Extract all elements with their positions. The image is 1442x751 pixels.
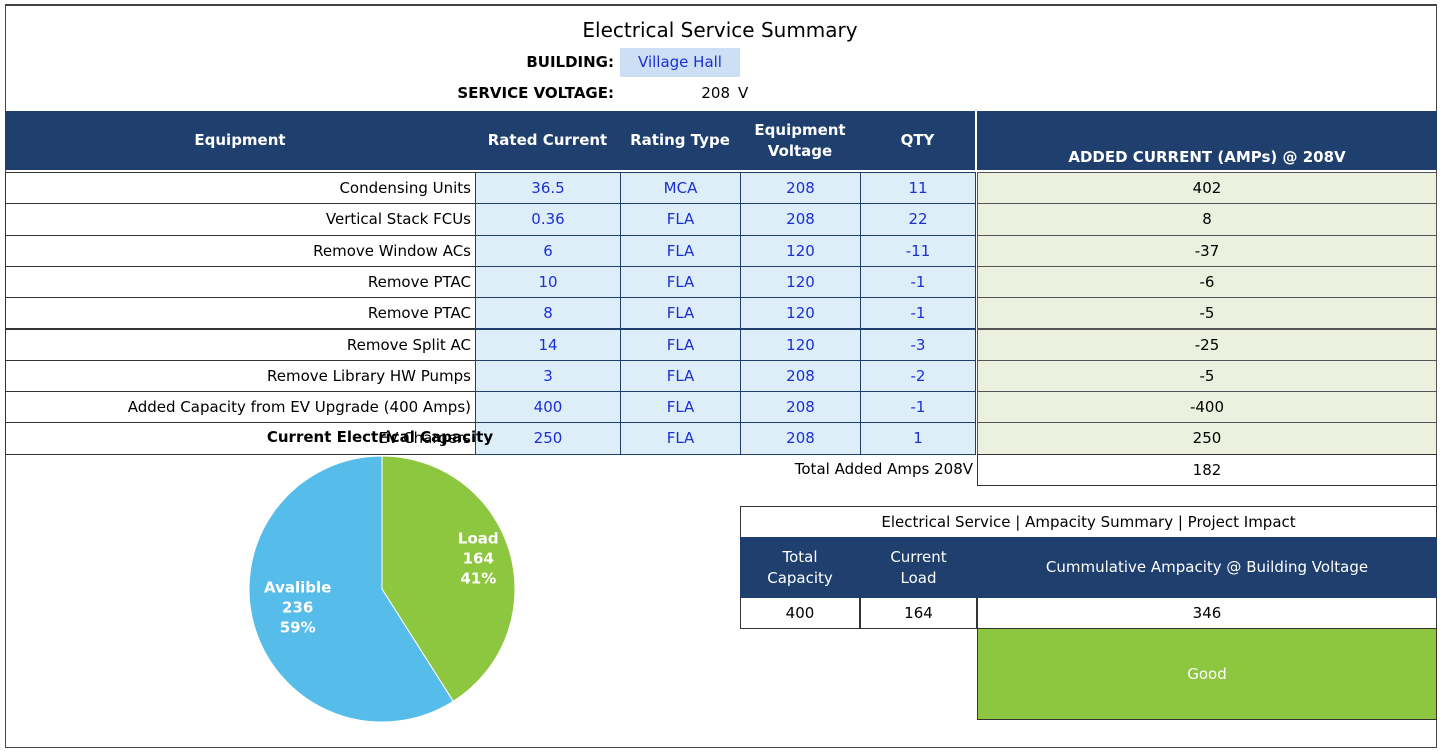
column-header: QTY bbox=[860, 111, 975, 170]
pie-slice bbox=[248, 455, 454, 723]
column-header: ADDED CURRENT (AMPs) @ 208V bbox=[977, 111, 1437, 170]
summary-value: 400 bbox=[740, 598, 860, 629]
equipment-value: 10 bbox=[475, 265, 621, 299]
summary-header: Cummulative Ampacity @ Building Voltage bbox=[977, 537, 1437, 598]
equipment-value: FLA bbox=[620, 422, 741, 455]
voltage-value: 208 bbox=[701, 84, 730, 103]
equipment-value: 208 bbox=[740, 203, 861, 236]
equipment-value: MCA bbox=[620, 172, 741, 205]
added-current: 8 bbox=[977, 203, 1437, 236]
equipment-name: Condensing Units bbox=[5, 172, 476, 205]
added-current: 250 bbox=[977, 422, 1437, 455]
pie-label: Load bbox=[458, 530, 499, 548]
pie-percent: 59% bbox=[280, 618, 316, 636]
equipment-value: FLA bbox=[620, 203, 741, 236]
title: Electrical Service Summary bbox=[582, 17, 858, 42]
equipment-name: Added Capacity from EV Upgrade (400 Amps… bbox=[5, 391, 476, 424]
equipment-value: 400 bbox=[475, 391, 621, 424]
equipment-value: 120 bbox=[740, 328, 861, 361]
equipment-value: FLA bbox=[620, 391, 741, 424]
equipment-value: 22 bbox=[860, 203, 976, 236]
equipment-value: 11 bbox=[860, 172, 976, 205]
column-header: Equipment bbox=[5, 111, 475, 170]
added-current: -400 bbox=[977, 391, 1437, 424]
chart-title: Current Electrical Capacity bbox=[267, 428, 493, 446]
status: Good bbox=[977, 628, 1437, 720]
summary-value: 164 bbox=[860, 598, 977, 629]
pie-value: 164 bbox=[463, 550, 494, 568]
equipment-value: 208 bbox=[740, 422, 861, 455]
equipment-value: FLA bbox=[620, 359, 741, 393]
equipment-value: 14 bbox=[475, 328, 621, 361]
equipment-value: -1 bbox=[860, 391, 976, 424]
summary-header: Current Load bbox=[860, 537, 977, 598]
equipment-value: 250 bbox=[475, 422, 621, 455]
equipment-name: Remove Split AC bbox=[5, 328, 476, 361]
equipment-value: -1 bbox=[860, 297, 976, 330]
pie-percent: 41% bbox=[460, 570, 496, 588]
pie-label: Avalible bbox=[264, 578, 331, 596]
column-header: Rated Current bbox=[475, 111, 620, 170]
equipment-value: 208 bbox=[740, 172, 861, 205]
equipment-value: 120 bbox=[740, 234, 861, 267]
voltage-label: SERVICE VOLTAGE: bbox=[457, 84, 614, 103]
summary-title: Electrical Service | Ampacity Summary | … bbox=[740, 506, 1437, 537]
equipment-value: 1 bbox=[860, 422, 976, 455]
equipment-value: -11 bbox=[860, 234, 976, 267]
voltage-unit: V bbox=[738, 84, 749, 103]
pie-value: 236 bbox=[282, 598, 313, 616]
total-label: Total Added Amps 208V bbox=[794, 460, 973, 479]
equipment-value: 208 bbox=[740, 359, 861, 393]
column-header: Rating Type bbox=[620, 111, 740, 170]
equipment-name: Remove PTAC bbox=[5, 297, 476, 330]
total-value: 182 bbox=[977, 453, 1437, 486]
equipment-value: 6 bbox=[475, 234, 621, 267]
equipment-value: -1 bbox=[860, 265, 976, 299]
equipment-name: EV Chargers bbox=[5, 422, 476, 455]
pie-slice bbox=[381, 455, 516, 702]
building-value: Village Hall bbox=[620, 48, 740, 77]
summary-header: Total Capacity bbox=[740, 537, 860, 598]
column-header: Equipment Voltage bbox=[740, 111, 860, 170]
building-label: BUILDING: bbox=[526, 53, 614, 72]
